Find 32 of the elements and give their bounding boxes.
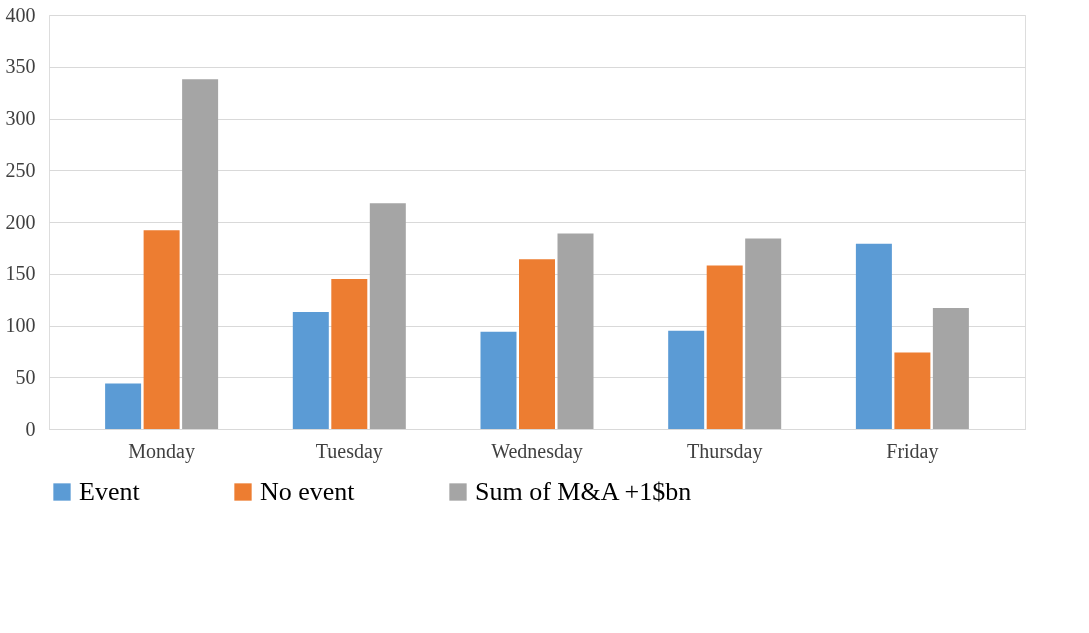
y-tick-label: 100 <box>5 314 36 336</box>
bar <box>519 259 555 429</box>
bar <box>745 238 782 429</box>
bar <box>706 265 743 429</box>
bar <box>932 307 969 429</box>
y-tick-label: 400 <box>5 3 36 26</box>
bar <box>668 330 705 429</box>
bar <box>182 79 219 429</box>
bar <box>369 203 406 429</box>
y-tick-label: 0 <box>25 417 36 440</box>
bar <box>292 312 329 429</box>
y-tick-label: 350 <box>5 55 36 78</box>
bar <box>480 331 517 429</box>
y-tick-label: 200 <box>5 210 36 233</box>
bar <box>143 230 180 429</box>
y-tick-label: 250 <box>5 158 36 181</box>
y-tick-label: 150 <box>5 262 36 285</box>
x-tick-label: Thursday <box>686 439 763 463</box>
bar <box>894 352 931 429</box>
bar <box>105 383 142 429</box>
x-tick-label: Friday <box>886 439 939 463</box>
y-tick-label: 300 <box>5 107 36 129</box>
bar <box>331 278 368 429</box>
legend-label: Event <box>79 477 141 506</box>
bar <box>855 243 892 429</box>
bar <box>557 233 594 429</box>
x-tick-label: Monday <box>128 439 195 463</box>
x-tick-label: Wednesday <box>491 439 583 463</box>
legend-label: Sum of M&A +1$bn <box>475 477 692 506</box>
y-tick-label: 50 <box>15 365 36 388</box>
legend-label: No event <box>260 477 356 506</box>
x-tick-label: Tuesday <box>315 439 383 463</box>
